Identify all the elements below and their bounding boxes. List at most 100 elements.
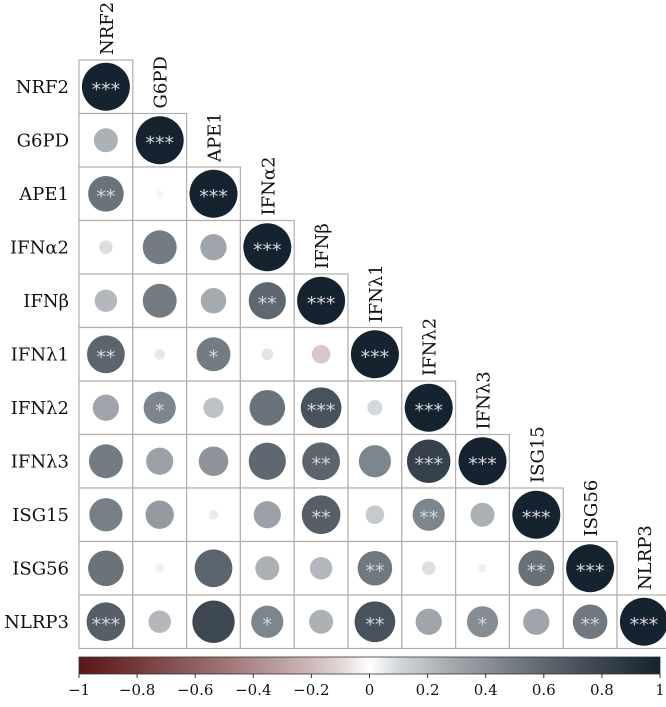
cell-ifn-3-ifn-3: ***: [455, 433, 511, 489]
cell-border: [78, 219, 134, 275]
cell-ifn--ifn-: ***: [293, 273, 349, 329]
cell-isg56-ifn-2: [239, 540, 295, 596]
correlation-circle: [99, 240, 113, 255]
cell-ifn-1-ifn-1: ***: [347, 326, 403, 382]
significance-stars: ***: [145, 132, 174, 154]
cell-ifn-3-ifn-1: [347, 433, 403, 489]
cell-nlrp3-nrf2: ***: [78, 594, 134, 650]
correlation-circle: [145, 500, 174, 529]
row-labels: NRF2 G6PD APE1 IFNα2 IFNβ IFNλ1 IFNλ2 IFNλ3 ISG1…: [4, 77, 69, 633]
column-label-nrf2: NRF2: [97, 2, 118, 55]
significance-stars: **: [96, 186, 115, 208]
row-label-ifn-1: IFNλ1: [11, 344, 69, 365]
correlation-circle: [156, 190, 164, 198]
correlation-circle: [192, 600, 235, 643]
cell-ifn-2-g6pd: [132, 219, 188, 275]
cell-isg56-ifn-1: **: [347, 540, 403, 596]
cell-ifn-3-ape1: [186, 433, 242, 489]
cell-ifn--ape1: [186, 273, 242, 329]
correlation-circle: [261, 348, 274, 361]
cell-ape1-g6pd: [132, 166, 188, 222]
cell-ifn-2-ifn-2: ***: [239, 219, 295, 275]
column-label-g6pd: G6PD: [151, 56, 172, 108]
cell-isg15-ifn-2: **: [401, 487, 457, 543]
significance-stars: ***: [307, 400, 336, 422]
correlation-circle: [203, 397, 224, 418]
significance-stars: **: [527, 560, 546, 582]
significance-stars: ***: [630, 614, 659, 636]
correlation-circle: [200, 288, 227, 314]
row-label-nlrp3: NLRP3: [4, 612, 69, 633]
correlation-circle: [88, 550, 124, 587]
cell-ape1-nrf2: **: [78, 166, 134, 222]
cell-isg56-ifn-: [293, 540, 349, 596]
row-label-isg56: ISG56: [12, 558, 69, 579]
correlation-circle: [365, 505, 385, 525]
matrix-cells: ******** ******** ***** * **** *** ***** *** ***…: [78, 59, 666, 650]
correlation-circle: [251, 605, 284, 638]
correlation-circle: [470, 502, 495, 527]
cell-ifn-2-ifn-2: [239, 380, 295, 436]
cell-ifn-2-ifn-1: [347, 380, 403, 436]
cell-nlrp3-isg15: [508, 594, 564, 650]
cell-nlrp3-ifn-2: *: [239, 594, 295, 650]
cell-nlrp3-isg56: **: [562, 594, 618, 650]
correlation-circle: [350, 330, 399, 379]
correlation-circle: [311, 344, 331, 364]
cell-ifn-2-ifn-2: ***: [401, 380, 457, 436]
cell-g6pd-g6pd: ***: [132, 112, 188, 168]
correlation-circle: [89, 498, 123, 532]
correlation-circle: [93, 128, 118, 153]
correlation-circle: [357, 550, 393, 586]
cell-ifn-2-g6pd: *: [132, 380, 188, 436]
correlation-circle: [255, 556, 280, 581]
significance-stars: *: [263, 614, 273, 636]
cell-isg15-ifn-1: [347, 487, 403, 543]
correlation-circle: [87, 335, 125, 374]
colorbar-tick-label: −0.4: [235, 681, 271, 699]
significance-stars: ***: [522, 507, 551, 529]
correlation-circle: [142, 230, 177, 265]
correlation-circle: [189, 169, 238, 218]
correlation-circle: [92, 394, 120, 421]
colorbar-tick-label: 0.2: [416, 681, 440, 699]
cell-isg56-ifn-3: [455, 540, 511, 596]
correlation-circle: [523, 608, 550, 635]
colorbar-tick-label: −0.2: [293, 681, 329, 699]
cell-ifn-2-nrf2: [78, 380, 134, 436]
correlation-circle: [412, 498, 445, 531]
significance-stars: **: [312, 507, 331, 529]
correlation-circle: [406, 439, 451, 483]
cell-ifn-3-nrf2: [78, 433, 134, 489]
significance-stars: ***: [361, 346, 390, 368]
significance-stars: ***: [253, 239, 282, 261]
cell-isg15-isg15: ***: [508, 487, 564, 543]
correlation-circle: [297, 276, 346, 325]
correlation-circle: [302, 442, 340, 481]
correlation-circle: [415, 608, 442, 635]
cell-isg15-ifn-3: [455, 487, 511, 543]
cell-isg15-ifn-: **: [293, 487, 349, 543]
cell-isg56-g6pd: [132, 540, 188, 596]
cell-nlrp3-ifn-2: [401, 594, 457, 650]
significance-stars: **: [258, 293, 277, 315]
significance-stars: ***: [576, 560, 605, 582]
correlation-circle: [358, 445, 391, 478]
significance-stars: ***: [468, 453, 497, 475]
correlation-circle: [196, 337, 231, 372]
correlation-circle: [148, 610, 171, 634]
cell-ape1-ape1: ***: [186, 166, 242, 222]
cell-isg56-ape1: [186, 540, 242, 596]
colorbar-tick-label: −1: [68, 681, 90, 699]
colorbar-tick-label: 0.8: [590, 681, 614, 699]
correlation-circle: [512, 490, 561, 539]
correlation-circle: [88, 444, 123, 479]
correlation-circle: [155, 564, 164, 573]
cell-nlrp3-ifn-3: *: [455, 594, 511, 650]
significance-stars: ***: [307, 293, 336, 315]
column-labels: NRF2 G6PD APE1 IFNα2 IFNβ IFNλ1 IFNλ2 IFNλ3 ISG1…: [97, 2, 656, 590]
correlation-circle: [249, 389, 286, 426]
cell-ifn-2-nrf2: [78, 219, 134, 275]
correlation-circle: [86, 602, 126, 642]
correlation-circle: [143, 391, 176, 424]
